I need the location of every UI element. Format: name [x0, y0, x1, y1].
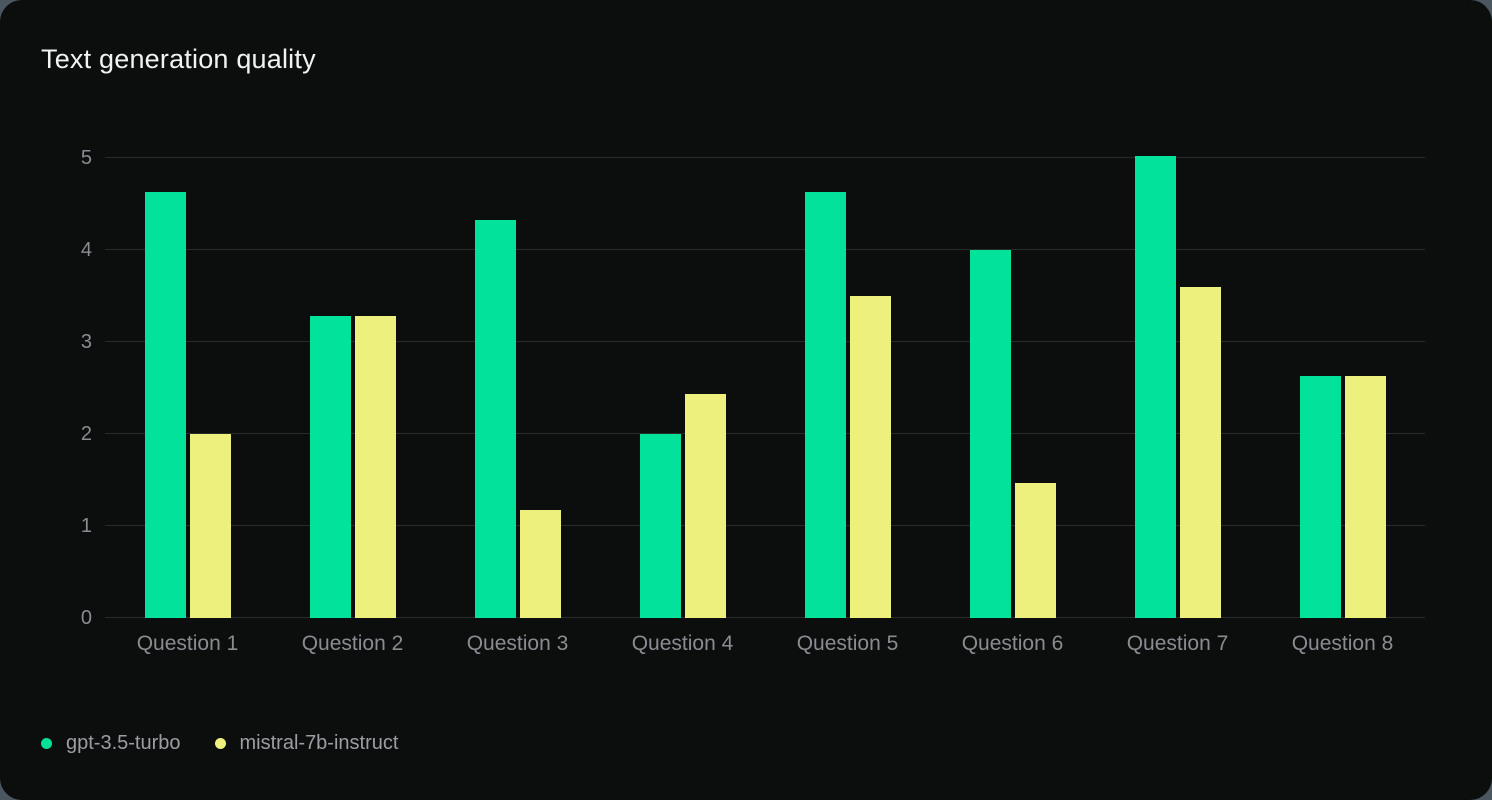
bar-gpt-3-5-turbo[interactable] — [969, 250, 1011, 618]
legend-dot-icon — [41, 738, 52, 749]
bar-gpt-3-5-turbo[interactable] — [144, 192, 186, 618]
gridline — [105, 341, 1425, 342]
legend-item-mistral-7b-instruct[interactable]: mistral-7b-instruct — [214, 732, 399, 755]
y-axis-tick-label: 1 — [80, 515, 92, 537]
legend-item-gpt-3-5-turbo[interactable]: gpt-3.5-turbo — [41, 732, 181, 755]
gridline — [105, 433, 1425, 434]
y-axis-tick-label: 3 — [80, 331, 92, 353]
bar-gpt-3-5-turbo[interactable] — [309, 316, 351, 618]
y-axis-tick-label: 0 — [80, 607, 92, 629]
gridline — [105, 157, 1425, 158]
bar-group — [435, 158, 600, 618]
legend-label: mistral-7b-instruct — [239, 732, 399, 754]
x-axis-tick-label: Question 5 — [796, 632, 899, 655]
bar-group — [1260, 158, 1425, 618]
y-axis-tick-label: 2 — [80, 423, 92, 445]
bar-gpt-3-5-turbo[interactable] — [1299, 376, 1341, 618]
bar-gpt-3-5-turbo[interactable] — [639, 434, 681, 618]
y-axis-tick-label: 5 — [80, 147, 92, 169]
bar-mistral-7b-instruct[interactable] — [189, 434, 231, 618]
x-axis-tick-label: Question 3 — [466, 632, 569, 655]
x-axis-tick-label: Question 1 — [136, 632, 239, 655]
legend-dot-icon — [214, 738, 226, 749]
bar-group — [270, 158, 435, 618]
chart-title: Text generation quality — [41, 44, 316, 74]
y-axis-tick-label: 4 — [80, 239, 92, 261]
bar-gpt-3-5-turbo[interactable] — [474, 219, 516, 618]
bar-mistral-7b-instruct[interactable] — [1344, 376, 1386, 618]
bar-mistral-7b-instruct[interactable] — [354, 316, 396, 618]
gridline — [105, 249, 1425, 250]
x-axis-tick-label: Question 8 — [1291, 632, 1394, 655]
x-axis-tick-label: Question 6 — [961, 632, 1064, 655]
bar-group — [600, 158, 765, 618]
bar-mistral-7b-instruct[interactable] — [1179, 286, 1221, 618]
gridline — [105, 525, 1425, 526]
bar-gpt-3-5-turbo[interactable] — [1134, 156, 1176, 618]
plot-area: 0 1 2 3 4 5 Question 1 Question 2 Question 3 Ques… — [81, 148, 1425, 655]
bar-group — [930, 158, 1095, 618]
gridline — [105, 617, 1425, 618]
x-axis-tick-label: Question 4 — [631, 632, 734, 655]
bar-mistral-7b-instruct[interactable] — [519, 510, 561, 618]
x-axis-tick-label: Question 2 — [301, 632, 404, 655]
bar-groups — [105, 156, 1425, 618]
x-axis-labels: Question 1 Question 2 Question 3 Question 4… — [105, 632, 1425, 656]
bar-gpt-3-5-turbo[interactable] — [804, 192, 846, 618]
bar-mistral-7b-instruct[interactable] — [1014, 482, 1056, 618]
bar-mistral-7b-instruct[interactable] — [684, 394, 726, 618]
legend-label: gpt-3.5-turbo — [66, 732, 181, 754]
x-axis-tick-label: Question 7 — [1126, 632, 1229, 655]
bar-group — [105, 158, 270, 618]
bar-group — [1095, 156, 1260, 618]
chart-legend: gpt-3.5-turbo mistral-7b-instruct — [41, 732, 398, 755]
bar-group — [765, 158, 930, 618]
bar-mistral-7b-instruct[interactable] — [849, 296, 891, 618]
